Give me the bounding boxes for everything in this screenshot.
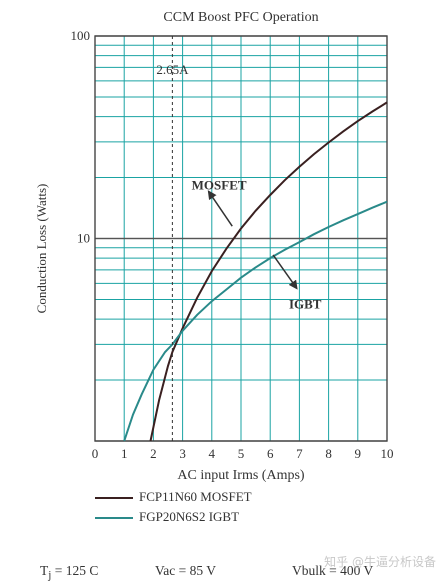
tj-value: = 125 C (51, 563, 99, 578)
x-tick-label: 0 (92, 446, 99, 461)
series-line-igbt (123, 200, 388, 442)
x-tick-label: 5 (238, 446, 245, 461)
series (123, 101, 388, 442)
annotation-arrow-mosfet (207, 190, 233, 227)
legend-item-mosfet: FCP11N60 MOSFET (95, 489, 252, 505)
vline-label: 2.65A (156, 62, 189, 77)
chart-title: CCM Boost PFC Operation (163, 10, 319, 25)
footer-vbulk: Vbulk = 400 V (292, 563, 374, 578)
footer-vac: Vac = 85 V (155, 563, 216, 578)
grid (94, 35, 388, 442)
footer-tj: Tj = 125 C (40, 563, 98, 582)
x-tick-label: 9 (355, 446, 362, 461)
legend-swatch-igbt (95, 517, 133, 520)
x-tick-label: 6 (267, 446, 274, 461)
y-tick-label: 100 (71, 28, 91, 43)
annotation-label-mosfet: MOSFET (192, 177, 247, 192)
annotation-arrow-igbt (272, 254, 298, 290)
x-tick-label: 8 (325, 446, 332, 461)
y-axis-label: Conduction Loss (Watts) (34, 184, 49, 314)
x-tick-label: 3 (179, 446, 186, 461)
x-tick-label: 2 (150, 446, 157, 461)
watermark: 知乎 @牛逼分析设备 (324, 555, 436, 569)
y-tick-label: 10 (77, 231, 90, 246)
x-axis-label: AC input Irms (Amps) (177, 468, 305, 483)
x-tick-label: 4 (209, 446, 216, 461)
axes (94, 35, 388, 442)
legend-item-igbt: FGP20N6S2 IGBT (95, 509, 239, 525)
legend-swatch-mosfet (95, 497, 133, 500)
series-line-mosfet (149, 101, 388, 442)
tj-symbol: T (40, 563, 49, 578)
annotation-label-igbt: IGBT (289, 297, 322, 312)
legend-label-mosfet: FCP11N60 MOSFET (139, 489, 252, 504)
x-tick-label: 10 (381, 446, 394, 461)
annotations: 2.65A MOSFET IGBT (156, 36, 322, 441)
tj-subscript: j (48, 569, 52, 582)
tick-labels: 0 1 2 3 4 5 6 7 8 9 10 100 10 AC input Irms (Amps) Con… (34, 28, 394, 483)
legend-label-igbt: FGP20N6S2 IGBT (139, 509, 240, 524)
x-tick-label: 1 (121, 446, 128, 461)
x-tick-label: 7 (296, 446, 303, 461)
plot-frame (94, 35, 388, 442)
